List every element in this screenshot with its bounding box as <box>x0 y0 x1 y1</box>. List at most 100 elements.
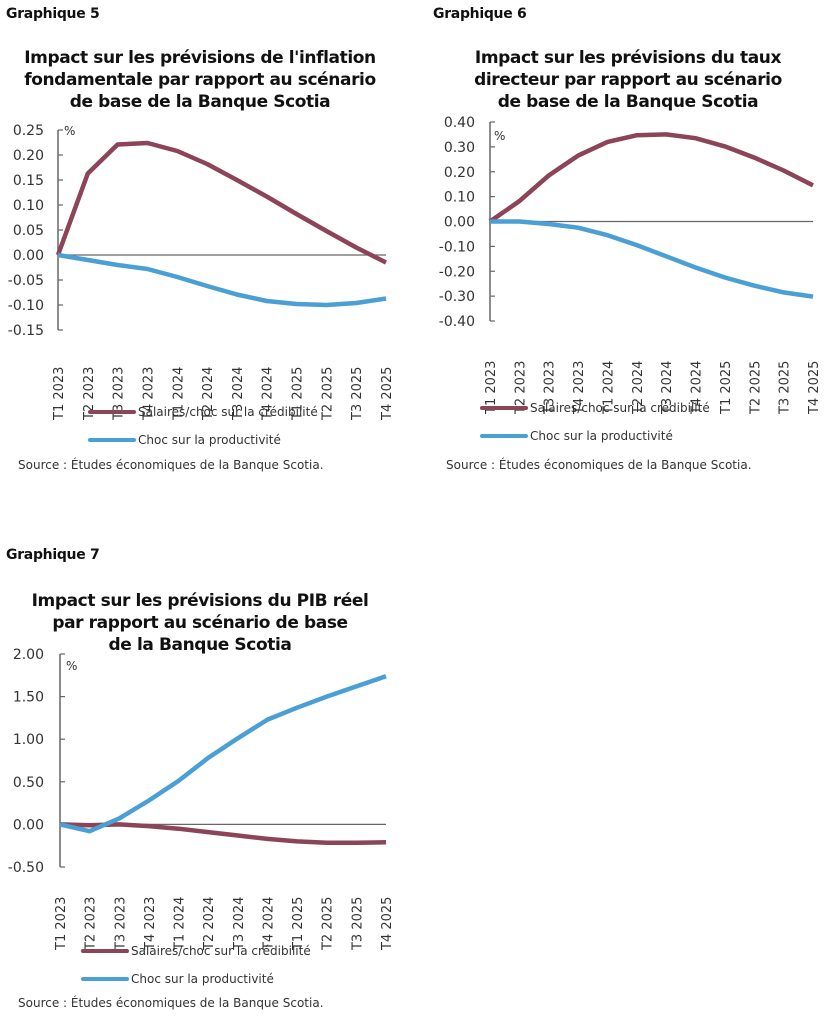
unit-label: % <box>494 129 505 143</box>
figure-label: Graphique 5 <box>6 6 100 22</box>
chart-title-line: Impact sur les prévisions du taux <box>474 48 782 68</box>
source-note: Source : Études économiques de la Banque… <box>18 996 324 1010</box>
chart-title-line: de base de la Banque Scotia <box>497 92 759 112</box>
y-tick-label: 0.10 <box>444 190 475 206</box>
y-tick-label: -0.10 <box>8 298 44 314</box>
unit-label: % <box>64 124 75 138</box>
x-tick-label: T2 2024 <box>201 367 216 421</box>
x-tick-label: T2 2025 <box>321 897 336 951</box>
line-chart: 0.25 0.20 0.15 0.10 0.05 0.00 -0.05 -0.10 -0.15%… <box>8 123 395 421</box>
legend-item-credibility: Salaires/choc sur la crédibilité <box>81 944 311 958</box>
y-tick-label: 2.00 <box>13 647 44 663</box>
series-line-credibility <box>55 140 388 265</box>
series-line-credibility <box>59 822 387 845</box>
x-tick-label: T4 2024 <box>261 897 276 951</box>
x-tick-label: T1 2024 <box>173 897 188 951</box>
figure-label: Graphique 7 <box>6 547 100 563</box>
y-tick-label: -0.30 <box>439 289 475 305</box>
x-tick-label: T1 2024 <box>171 367 186 421</box>
x-tick-label: T3 2023 <box>112 367 127 421</box>
chart-legend: Salaires/choc sur la crédibilité Choc su… <box>480 401 710 457</box>
y-tick-label: 1.00 <box>13 732 44 748</box>
series-line-productivity <box>490 219 814 299</box>
y-tick-label: -0.40 <box>439 314 475 330</box>
x-tick-label: T2 2023 <box>84 897 99 951</box>
x-tick-label: T1 2023 <box>484 361 499 415</box>
chart-title-line: de la Banque Scotia <box>108 635 292 655</box>
x-tick-label: T2 2023 <box>82 367 97 421</box>
y-tick-label: 0.00 <box>444 215 475 231</box>
source-note: Source : Études économiques de la Banque… <box>18 458 324 472</box>
legend-label: Choc sur la productivité <box>138 433 281 447</box>
legend-item-productivity: Choc sur la productivité <box>88 433 318 447</box>
y-tick-label: 0.05 <box>13 223 44 239</box>
y-tick-label: 0.00 <box>13 817 44 833</box>
legend-swatch-blue <box>81 977 129 981</box>
x-tick-label: T4 2025 <box>807 361 822 415</box>
chart-title-line: fondamentale par rapport au scénario <box>24 70 376 90</box>
x-tick-label: T4 2023 <box>141 367 156 421</box>
legend-label: Salaires/choc sur la crédibilité <box>138 405 318 419</box>
y-tick-label: -0.15 <box>8 323 44 339</box>
chart-title-line: directeur par rapport au scénario <box>474 70 782 90</box>
figure-label: Graphique 6 <box>433 6 527 22</box>
legend-label: Salaires/choc sur la crédibilité <box>131 944 311 958</box>
x-tick-label: T1 2023 <box>54 897 69 951</box>
x-tick-label: T3 2024 <box>231 367 246 421</box>
y-tick-label: 0.40 <box>444 115 475 131</box>
x-tick-label: T2 2023 <box>513 361 528 415</box>
x-tick-label: T1 2025 <box>291 897 306 951</box>
unit-label: % <box>66 659 77 673</box>
y-tick-label: 0.10 <box>13 198 44 214</box>
y-tick-label: 0.50 <box>13 775 44 791</box>
chart-5-panel: Graphique 5 Impact sur les prévisions de… <box>0 0 414 480</box>
legend-label: Choc sur la productivité <box>530 429 673 443</box>
x-tick-label: T3 2025 <box>778 361 793 415</box>
x-tick-label: T4 2025 <box>380 897 395 951</box>
chart-6-panel: Graphique 6 Impact sur les prévisions du… <box>414 0 828 480</box>
y-tick-label: 0.30 <box>444 140 475 156</box>
legend-swatch-blue <box>480 434 528 438</box>
y-tick-label: 1.50 <box>13 690 44 706</box>
legend-label: Salaires/choc sur la crédibilité <box>530 401 710 415</box>
x-tick-label: T3 2025 <box>350 897 365 951</box>
chart-7-panel: Graphique 7 Impact sur les prévisions du… <box>0 540 414 1023</box>
chart-title-line: de base de la Banque Scotia <box>69 92 331 112</box>
chart-title: Impact sur les prévisions du PIB réel pa… <box>0 590 400 656</box>
x-tick-label: T4 2023 <box>143 897 158 951</box>
x-tick-label: T3 2024 <box>660 361 675 415</box>
legend-label: Choc sur la productivité <box>131 972 274 986</box>
x-tick-label: T3 2025 <box>350 367 365 421</box>
x-tick-label: T3 2023 <box>543 361 558 415</box>
legend-swatch-maroon <box>81 949 129 953</box>
legend-item-credibility: Salaires/choc sur la crédibilité <box>88 405 318 419</box>
x-tick-label: T4 2024 <box>690 361 705 415</box>
legend-swatch-blue <box>88 438 136 442</box>
chart-title-line: Impact sur les prévisions du PIB réel <box>31 591 369 611</box>
y-tick-label: 0.25 <box>13 123 44 139</box>
y-tick-label: 0.20 <box>444 165 475 181</box>
x-tick-label: T3 2024 <box>232 897 247 951</box>
x-tick-label: T1 2025 <box>719 361 734 415</box>
y-tick-label: -0.05 <box>8 273 44 289</box>
chart-title-line: par rapport au scénario de base <box>52 613 348 633</box>
x-tick-label: T1 2025 <box>291 367 306 421</box>
x-tick-label: T3 2023 <box>113 897 128 951</box>
source-note: Source : Études économiques de la Banque… <box>446 458 752 472</box>
x-tick-label: T1 2023 <box>52 367 67 421</box>
x-tick-label: T2 2025 <box>320 367 335 421</box>
legend-item-productivity: Choc sur la productivité <box>81 972 311 986</box>
y-tick-label: 0.00 <box>13 248 44 264</box>
series-line-productivity <box>59 674 387 834</box>
x-tick-label: T4 2023 <box>572 361 587 415</box>
chart-legend: Salaires/choc sur la crédibilité Choc su… <box>81 944 311 1000</box>
legend-swatch-maroon <box>480 406 528 410</box>
y-tick-label: -0.10 <box>439 239 475 255</box>
x-tick-label: T4 2024 <box>261 367 276 421</box>
y-tick-label: 0.20 <box>13 148 44 164</box>
series-line-credibility <box>488 132 815 224</box>
x-tick-label: T2 2024 <box>202 897 217 951</box>
line-chart: 0.40 0.30 0.20 0.10 0.00 -0.10 -0.20 -0.30 -0.40… <box>439 115 822 415</box>
legend-item-credibility: Salaires/choc sur la crédibilité <box>480 401 710 415</box>
chart-title-line: Impact sur les prévisions de l'inflation <box>24 48 376 68</box>
